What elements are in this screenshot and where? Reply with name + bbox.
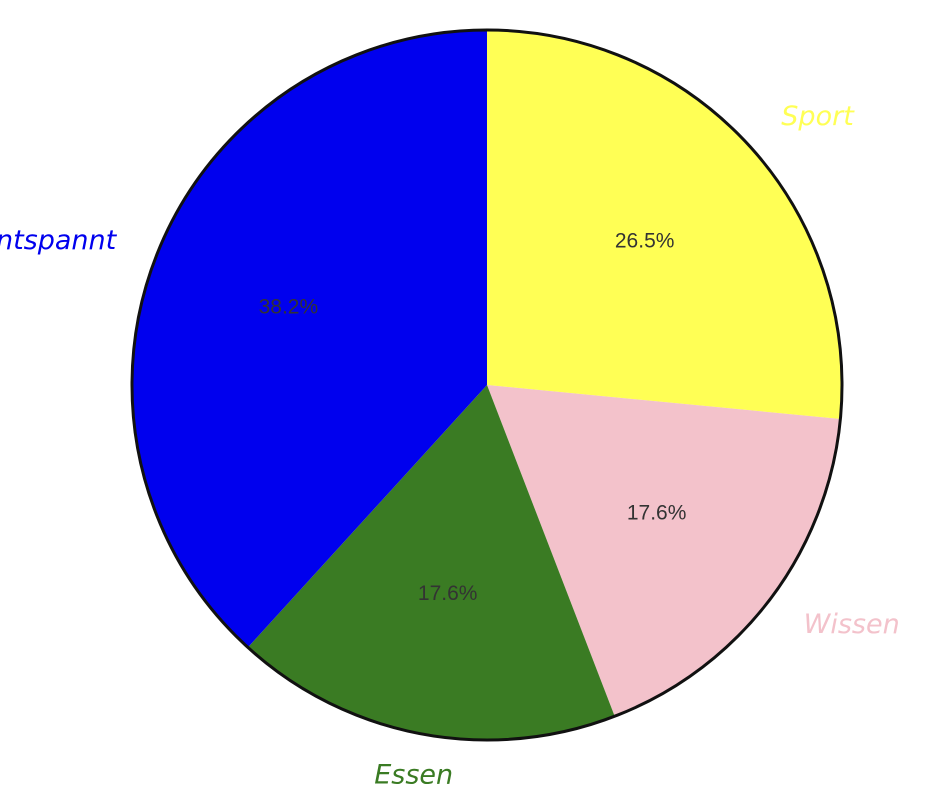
value-label: 17.6% [418, 582, 478, 605]
pie-slice [487, 30, 842, 419]
category-label: Essen [374, 759, 453, 790]
category-label: Sport [781, 101, 855, 132]
pie-slice [487, 385, 841, 717]
pie-outline [130, 28, 844, 742]
pie-slice [247, 385, 615, 740]
value-label: 26.5% [615, 229, 675, 252]
pie-slice [132, 30, 487, 648]
value-label: 17.6% [627, 501, 687, 524]
category-label: Entspannt [0, 225, 118, 256]
value-label: 38.2% [259, 296, 319, 319]
category-label: Wissen [804, 609, 900, 640]
